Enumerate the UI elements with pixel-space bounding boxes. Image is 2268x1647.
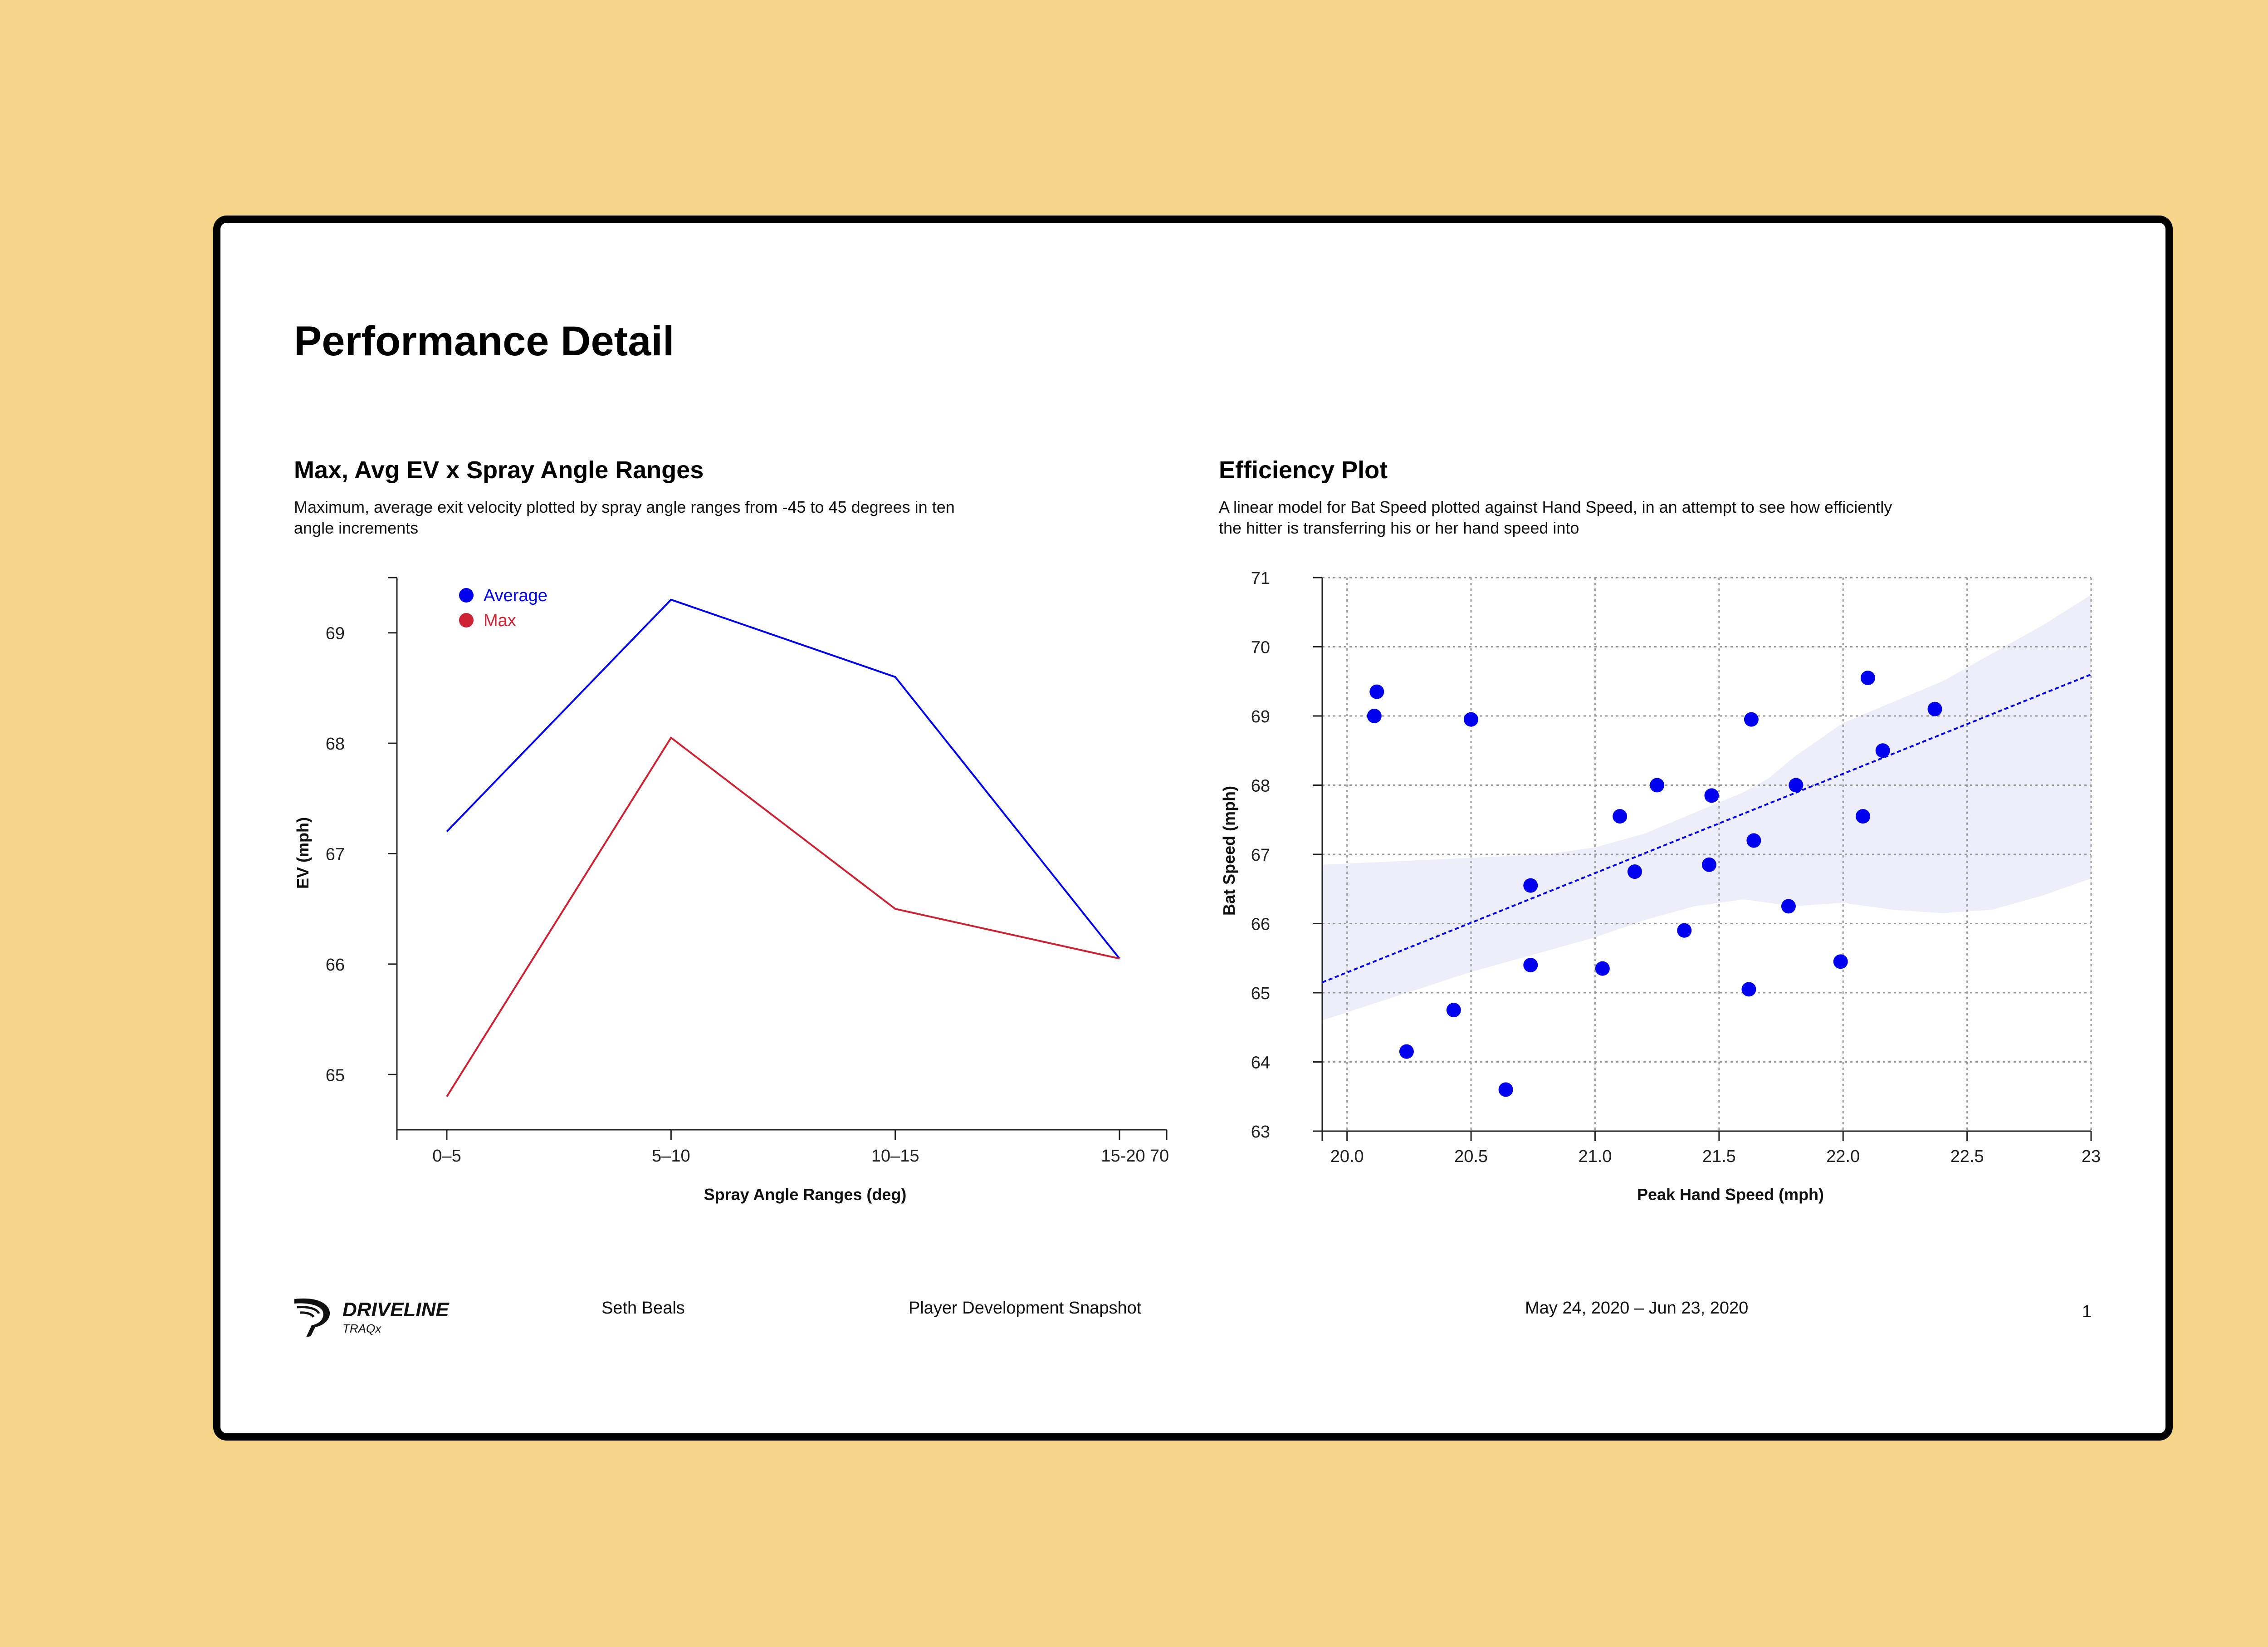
x-axis-label: Peak Hand Speed (mph) xyxy=(1637,1185,1824,1204)
scatter-point xyxy=(1704,788,1719,803)
x-tick-label: 15-20 xyxy=(1101,1147,1145,1166)
legend-label-average: Average xyxy=(484,586,547,605)
brand-name: DRIVELINE xyxy=(342,1299,450,1321)
x-tick-label: 20.5 xyxy=(1454,1147,1488,1166)
driveline-logo: DRIVELINE TRAQx xyxy=(294,1298,450,1337)
y-tick-label: 68 xyxy=(1251,777,1270,796)
x-tick-label: 21.0 xyxy=(1578,1147,1612,1166)
y-tick-label: 70 xyxy=(1251,638,1270,657)
x-axis-label: Spray Angle Ranges (deg) xyxy=(704,1185,907,1204)
y-tick-label: 65 xyxy=(1251,984,1270,1003)
scatter-point xyxy=(1627,864,1642,879)
scatter-point xyxy=(1833,954,1848,969)
y-axis-label: EV (mph) xyxy=(293,817,312,889)
y-tick-label: 64 xyxy=(1251,1054,1270,1073)
series-line-max xyxy=(446,736,1120,1098)
confidence-band xyxy=(1322,595,2091,1020)
brand-subname: TRAQx xyxy=(342,1322,381,1335)
x-tick-label-extra: 70 xyxy=(1150,1147,1169,1166)
scatter-point xyxy=(1855,809,1870,824)
scatter-point xyxy=(1498,1082,1513,1097)
y-tick-label: 69 xyxy=(1251,707,1270,726)
scatter-point xyxy=(1399,1044,1414,1059)
scatter-point xyxy=(1464,712,1479,727)
y-axis-label: Bat Speed (mph) xyxy=(1220,786,1238,916)
scatter-point xyxy=(1367,709,1382,723)
x-tick-label: 20.0 xyxy=(1330,1147,1364,1166)
scatter-point xyxy=(1789,778,1804,793)
scatter-point xyxy=(1677,923,1692,938)
scatter-point xyxy=(1523,958,1538,972)
x-tick-label: 22.5 xyxy=(1950,1147,1984,1166)
left-chart-title: Max, Avg EV x Spray Angle Ranges xyxy=(294,456,704,484)
page-title: Performance Detail xyxy=(294,318,675,364)
x-tick-label: 23 xyxy=(2082,1147,2101,1166)
scatter-point xyxy=(1927,701,1942,716)
x-tick-label: 10–15 xyxy=(871,1147,919,1166)
y-tick-label: 67 xyxy=(326,845,345,864)
series-line-average xyxy=(446,598,1120,959)
scatter-point xyxy=(1446,1003,1461,1018)
y-tick-label: 65 xyxy=(326,1066,345,1085)
scatter-point xyxy=(1595,961,1610,976)
y-tick-label: 63 xyxy=(1251,1123,1270,1142)
y-tick-label: 68 xyxy=(326,735,345,754)
left-chart-description: Maximum, average exit velocity plotted b… xyxy=(294,498,955,537)
y-tick-label: 69 xyxy=(326,624,345,643)
date-range: May 24, 2020 – Jun 23, 2020 xyxy=(1525,1299,1749,1318)
y-tick-label: 66 xyxy=(326,956,345,975)
y-tick-label: 67 xyxy=(1251,846,1270,865)
scatter-point xyxy=(1875,743,1890,758)
right-chart-title: Efficiency Plot xyxy=(1219,456,1388,484)
scatter-point xyxy=(1744,712,1759,727)
scatter-point xyxy=(1650,778,1665,793)
legend-marker-max xyxy=(459,613,474,627)
page-number: 1 xyxy=(2082,1302,2092,1321)
scatter-point xyxy=(1369,684,1384,699)
x-tick-label: 21.5 xyxy=(1702,1147,1736,1166)
y-tick-label: 66 xyxy=(1251,915,1270,934)
regression-line xyxy=(1322,673,2092,983)
scatter-point xyxy=(1746,833,1761,848)
right-chart-description: A linear model for Bat Speed plotted aga… xyxy=(1219,498,1892,537)
y-tick-label: 71 xyxy=(1251,569,1270,588)
scatter-point xyxy=(1781,899,1796,914)
x-tick-label: 5–10 xyxy=(652,1147,690,1166)
legend-marker-average xyxy=(459,588,474,603)
scatter-point xyxy=(1523,878,1538,893)
x-tick-label: 22.0 xyxy=(1826,1147,1860,1166)
scatter-point xyxy=(1741,982,1756,997)
legend-label-max: Max xyxy=(484,611,516,630)
x-tick-label: 0–5 xyxy=(432,1147,461,1166)
scatter-point xyxy=(1860,671,1875,686)
player-name: Seth Beals xyxy=(601,1299,685,1318)
scatter-point xyxy=(1701,857,1716,872)
scatter-point xyxy=(1613,809,1628,824)
driveline-logo-mark-icon xyxy=(294,1298,330,1337)
report-name: Player Development Snapshot xyxy=(909,1299,1142,1318)
